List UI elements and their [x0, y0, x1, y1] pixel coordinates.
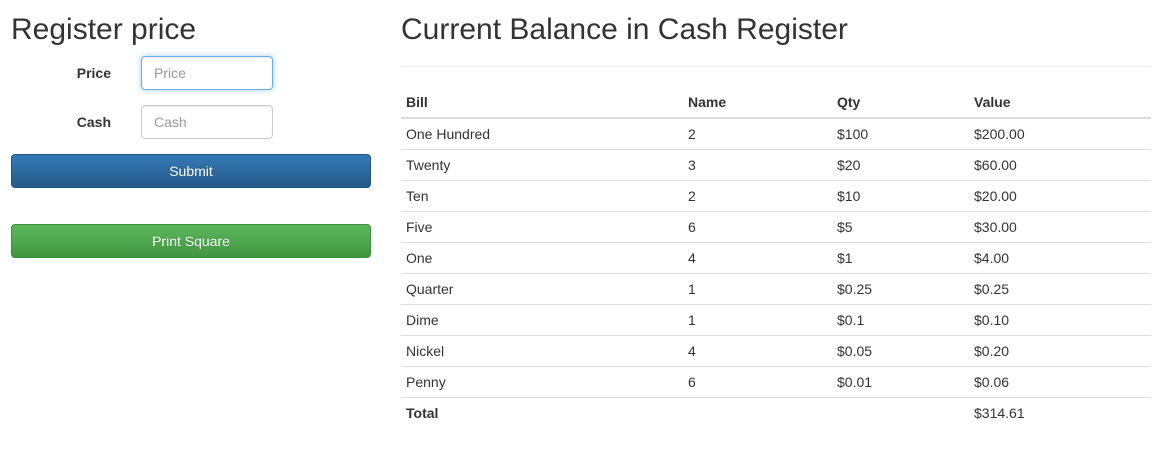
balance-table: Bill Name Qty Value One Hundred 2 $100 $…: [401, 86, 1151, 428]
table-row: Dime 1 $0.1 $0.10: [401, 303, 1151, 335]
column-header-qty: Qty: [832, 86, 969, 119]
cell-value: $0.20: [969, 334, 1151, 366]
cell-value: $0.10: [969, 303, 1151, 335]
table-row: Penny 6 $0.01 $0.06: [401, 365, 1151, 397]
cell-name: 4: [683, 241, 832, 273]
cell-empty: [683, 396, 832, 428]
cell-name: 1: [683, 303, 832, 335]
cell-bill: Twenty: [401, 148, 683, 180]
cell-qty: $20: [832, 148, 969, 180]
cell-bill: Ten: [401, 179, 683, 211]
column-header-name: Name: [683, 86, 832, 119]
cell-name: 2: [688, 125, 696, 142]
total-label: Total: [401, 396, 683, 428]
table-row: One Hundred 2 $100 $200.00: [401, 118, 1151, 149]
total-value: $314.61: [969, 396, 1151, 428]
total-row: Total $314.61: [401, 396, 1151, 428]
cell-bill: Penny: [401, 365, 683, 397]
table-row: Nickel 4 $0.05 $0.20: [401, 334, 1151, 366]
cell-value: $0.25: [969, 272, 1151, 304]
cell-value: $200.00: [974, 125, 1025, 142]
cell-name: 4: [683, 334, 832, 366]
cell-bill: One Hundred: [406, 125, 491, 142]
cell-value: $30.00: [969, 210, 1151, 242]
price-input[interactable]: [141, 56, 273, 90]
table-row: Twenty 3 $20 $60.00: [401, 148, 1151, 180]
cell-qty: $0.1: [832, 303, 969, 335]
column-header-value: Value: [969, 86, 1151, 119]
cell-qty: $0.01: [832, 365, 969, 397]
cell-name: 6: [683, 365, 832, 397]
cash-input[interactable]: [141, 105, 273, 139]
cell-bill: Quarter: [401, 272, 683, 304]
cell-value: $60.00: [969, 148, 1151, 180]
table-header-row: Bill Name Qty Value: [401, 86, 1151, 119]
submit-button[interactable]: Submit: [11, 154, 371, 188]
cell-name: 1: [683, 272, 832, 304]
cell-qty: $0.25: [832, 272, 969, 304]
column-header-bill: Bill: [401, 86, 683, 119]
cell-qty: $1: [832, 241, 969, 273]
table-row: Quarter 1 $0.25 $0.25: [401, 272, 1151, 304]
cell-name: 2: [683, 179, 832, 211]
title-divider: [401, 66, 1151, 67]
balance-title: Current Balance in Cash Register: [401, 13, 848, 46]
cell-qty: $10: [832, 179, 969, 211]
cell-name: 6: [683, 210, 832, 242]
cell-value: $0.06: [969, 365, 1151, 397]
price-row: Price: [11, 56, 371, 90]
cell-empty: [832, 396, 969, 428]
register-title: Register price: [11, 13, 197, 46]
print-square-button[interactable]: Print Square: [11, 224, 371, 258]
cell-qty: $100: [837, 125, 869, 142]
cell-qty: $0.05: [832, 334, 969, 366]
table-row: One 4 $1 $4.00: [401, 241, 1151, 273]
table-row: Five 6 $5 $30.00: [401, 210, 1151, 242]
cell-name: 3: [683, 148, 832, 180]
table-row: Ten 2 $10 $20.00: [401, 179, 1151, 211]
cell-qty: $5: [832, 210, 969, 242]
cell-value: $20.00: [969, 179, 1151, 211]
cell-bill: Nickel: [401, 334, 683, 366]
cash-row: Cash: [11, 105, 371, 139]
cell-bill: One: [401, 241, 683, 273]
price-label: Price: [76, 65, 111, 81]
cash-label: Cash: [76, 114, 111, 130]
cell-value: $4.00: [969, 241, 1151, 273]
cell-bill: Five: [401, 210, 683, 242]
cell-bill: Dime: [401, 303, 683, 335]
